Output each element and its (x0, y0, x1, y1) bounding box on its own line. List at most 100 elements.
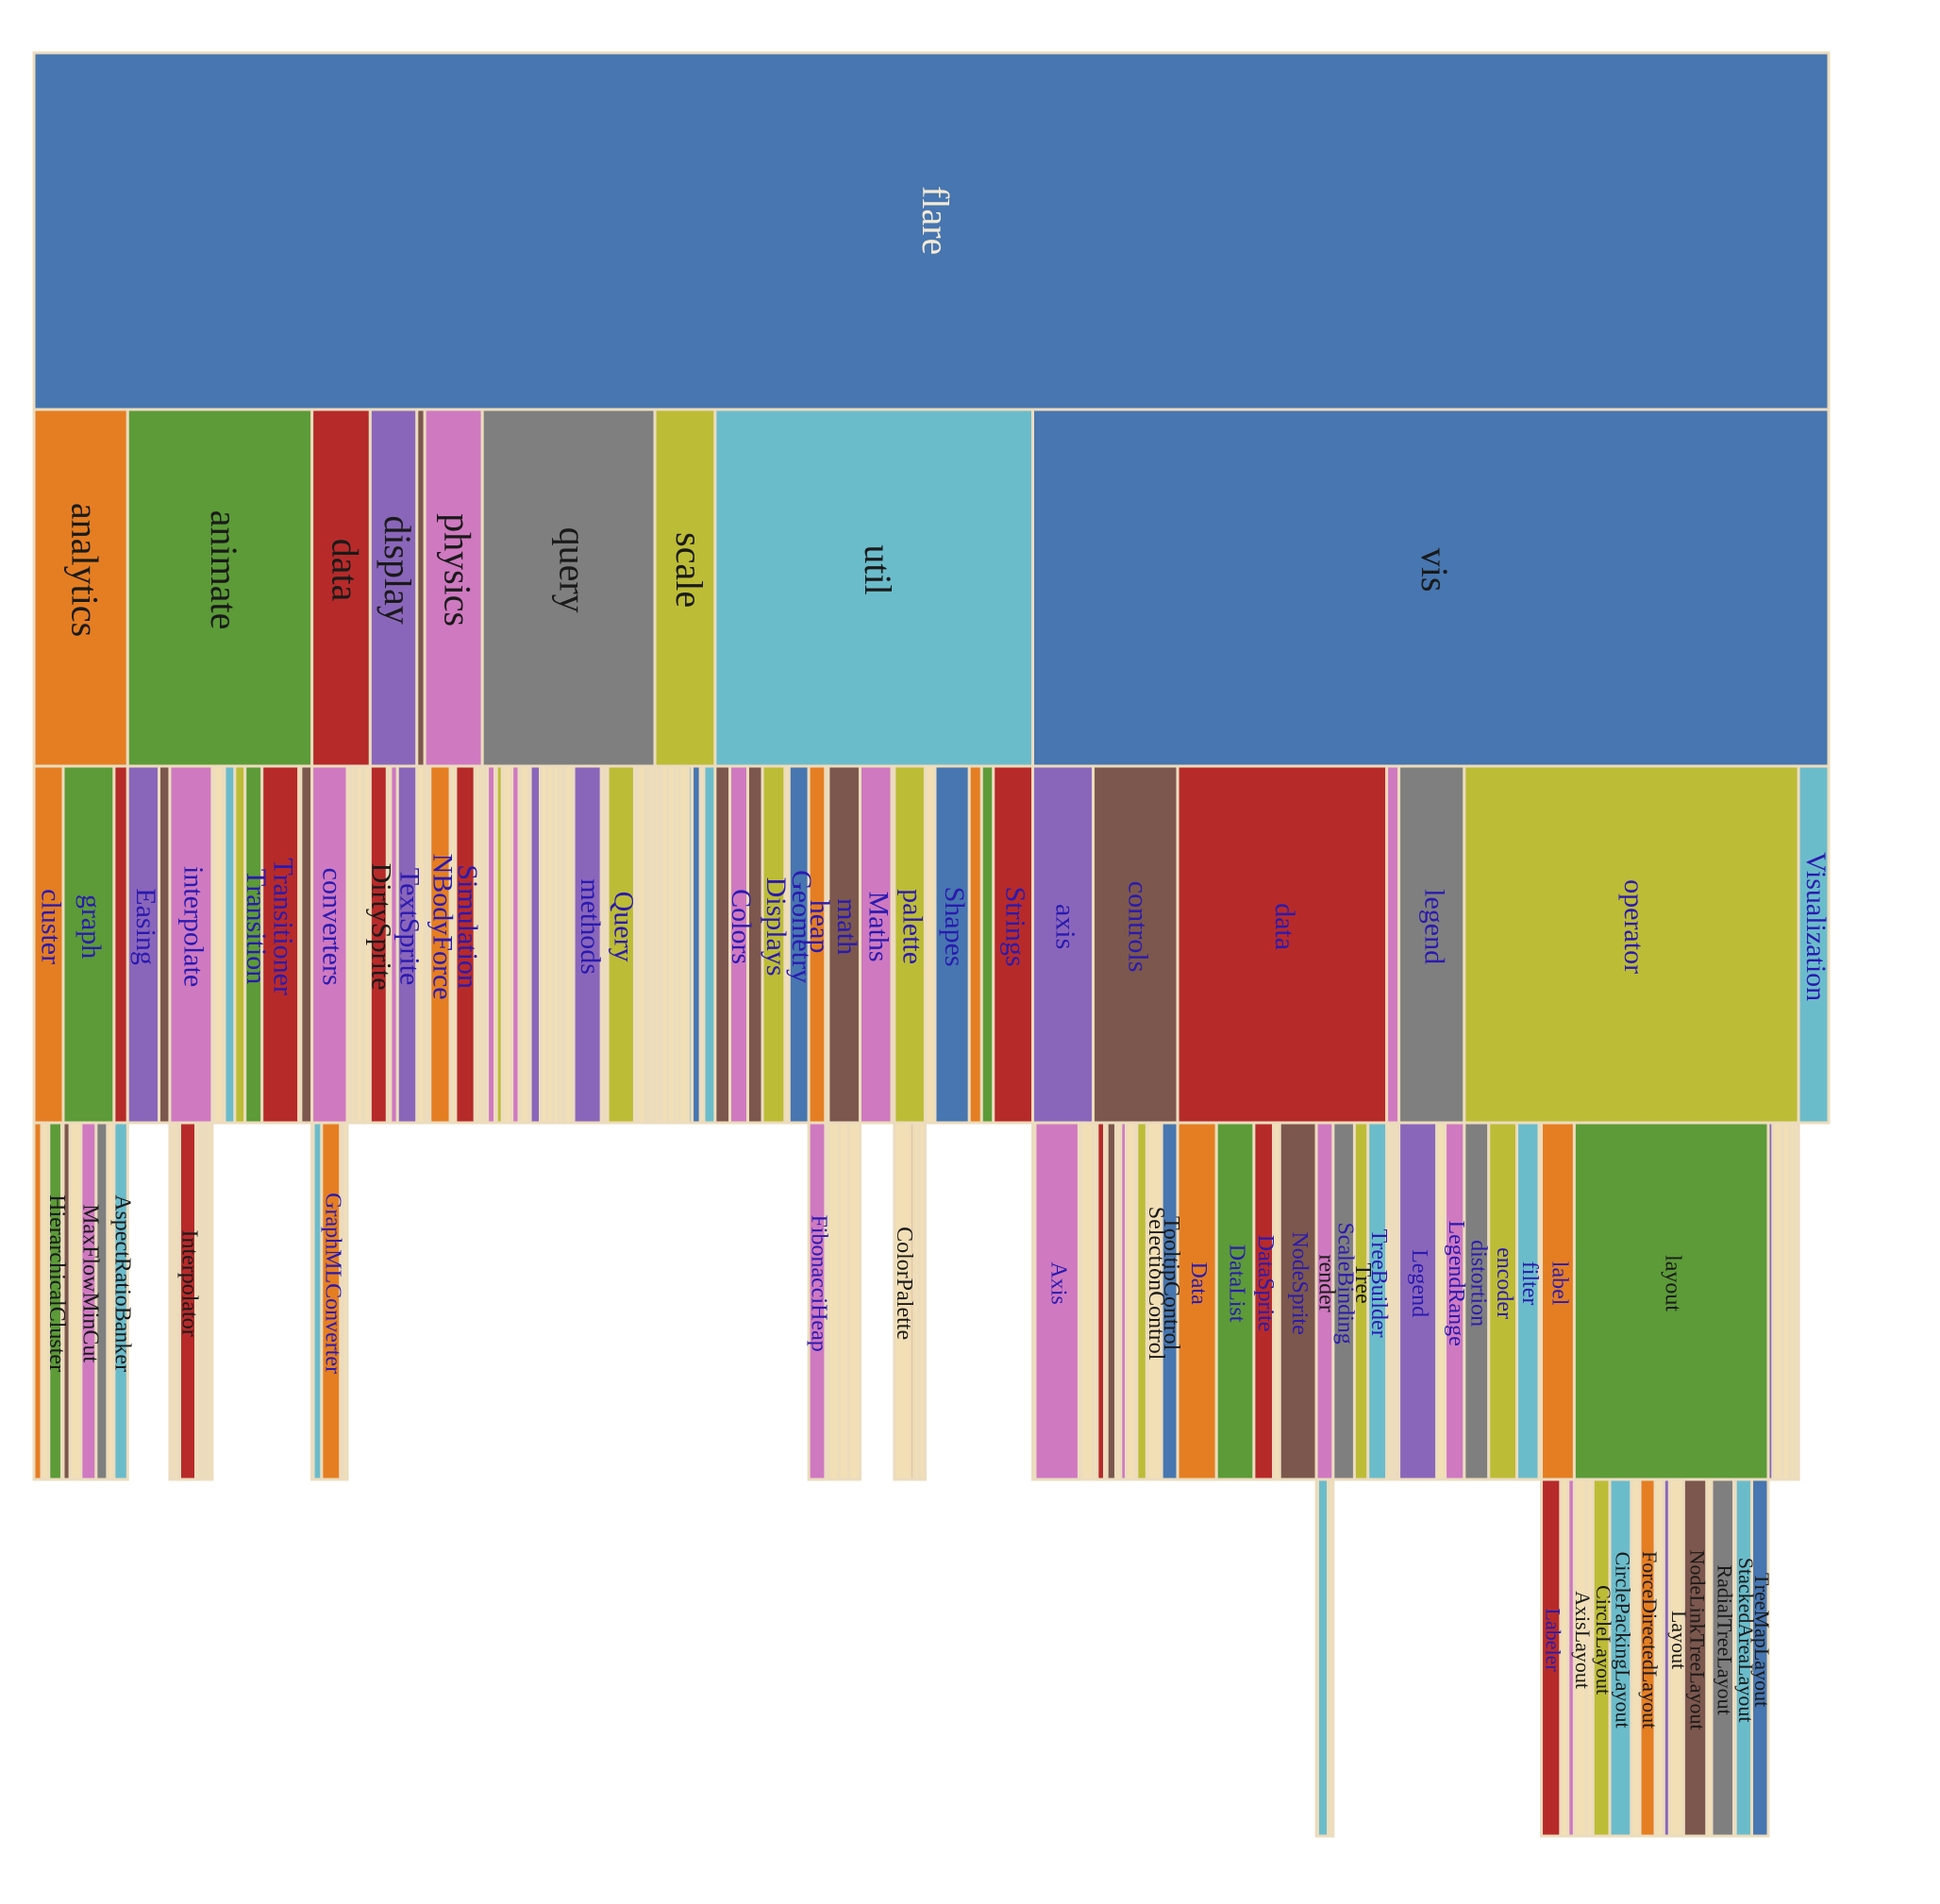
cell-flare-util-math-imatrix[interactable] (837, 1121, 850, 1481)
cell-flare-data[interactable] (310, 408, 372, 768)
label-flare-vis-operator-layout-treemaplayout: TreeMapLayout (1750, 1573, 1774, 1707)
cell-flare-vis-operator-layout-nodelinktreelayout[interactable] (1681, 1478, 1709, 1838)
label-flare-vis-operator-layout-nodelinktreelayout: NodeLinkTreeLayout (1686, 1550, 1710, 1730)
cell-flare-vis-events[interactable] (1385, 764, 1401, 1125)
label-flare-vis-operator-layout-circlepackinglayout: CirclePackingLayout (1611, 1552, 1634, 1729)
cell-flare-vis[interactable] (1031, 408, 1831, 768)
cell-flare-vis-data-render-shaperenderer[interactable] (1327, 1478, 1335, 1838)
label-flare-util-displays: Displays (761, 877, 792, 977)
cell-flare-vis-operator-layout-treemaplayout[interactable] (1750, 1478, 1770, 1838)
label-flare-util-strings: Strings (1000, 887, 1031, 967)
cell-flare-animate-easing[interactable] (125, 764, 161, 1125)
cell-flare-animate-transitioner[interactable] (260, 764, 301, 1125)
cell-flare-analytics-optimization[interactable] (112, 764, 129, 1125)
label-flare-vis-operator-layout-circlelayout: CircleLayout (1592, 1585, 1615, 1695)
cell-flare-vis-data-data[interactable] (1176, 1121, 1218, 1481)
label-flare-data-converters-graphmlconverter: GraphMLConverter (320, 1193, 344, 1374)
cell-flare-animate-parallel[interactable] (212, 764, 226, 1125)
label-flare-animate: animate (203, 510, 245, 630)
label-flare-util-math: math (831, 898, 862, 955)
label-flare-analytics: analytics (63, 503, 106, 637)
cell-flare-vis-legend-legend[interactable] (1397, 1121, 1439, 1481)
label-flare-util-maths: Maths (862, 892, 894, 962)
cell-flare-util-stats[interactable] (979, 764, 995, 1125)
cell-flare-analytics-optimization-aspectratiobanker[interactable] (112, 1121, 129, 1481)
label-flare-vis-operator-label: label (1547, 1261, 1571, 1306)
cell-flare-util-palette-sizepalette[interactable] (917, 1121, 927, 1481)
label-flare-vis-data-datalist: DataList (1225, 1244, 1249, 1323)
label-flare-util-geometry: Geometry (786, 870, 817, 983)
label-flare-vis-data-datasprite: DataSprite (1253, 1235, 1278, 1332)
label-flare-query-query: Query (608, 892, 639, 962)
cell-flare-query-query[interactable] (606, 764, 636, 1125)
label-flare-data-converters: converters (316, 868, 347, 986)
label-flare-util-palette: palette (896, 889, 928, 964)
cell-flare-util-math-sparsematrix[interactable] (846, 1121, 861, 1481)
label-flare-util-heap: heap (804, 900, 835, 954)
cell-flare-util-heap-fibonacciheap[interactable] (807, 1121, 828, 1481)
cell-flare-animate-tween[interactable] (299, 764, 314, 1125)
label-flare-vis-operator-distortion: distortion (1465, 1240, 1490, 1327)
label-flare-vis-legend-legendrange: LegendRange (1444, 1220, 1468, 1345)
label-flare-vis-operator-encoder: encoder (1492, 1247, 1516, 1319)
cell-flare-analytics[interactable] (32, 408, 129, 768)
label-flare-vis: vis (1413, 548, 1456, 593)
label-flare-vis-data-render: render (1313, 1254, 1338, 1311)
cell-flare-util-maths[interactable] (858, 764, 894, 1125)
cell-flare-query-comparison[interactable] (500, 764, 514, 1125)
label-flare-query-methods: methods (575, 878, 606, 975)
cell-flare[interactable] (32, 51, 1831, 411)
cell-flare-vis-operator-encoder[interactable] (1487, 1121, 1519, 1481)
label-flare: flare (914, 186, 957, 255)
cell-flare-vis-data-render-edgerenderer[interactable] (1315, 1478, 1330, 1838)
cell-flare-vis-operator-layout[interactable] (1572, 1121, 1770, 1481)
cell-flare-vis-data[interactable] (1176, 764, 1389, 1125)
label-flare-vis-controls-tooltipcontrol: TooltipControl (1159, 1216, 1183, 1351)
icicle-cells (32, 51, 1831, 1838)
cell-flare-animate[interactable] (125, 408, 314, 768)
cell-flare-util-shapes[interactable] (933, 764, 971, 1125)
label-flare-analytics-cluster-hierarchicalcluster: HierarchicalCluster (44, 1194, 69, 1372)
label-flare-util: util (857, 544, 899, 594)
cell-flare-animate-interpolate-rectangleinterpolator[interactable] (207, 1121, 214, 1481)
label-flare-vis-data: data (1269, 903, 1300, 950)
label-flare-analytics-graph: graph (75, 894, 107, 959)
label-flare-vis-data-data: Data (1186, 1261, 1211, 1305)
label-flare-animate-interpolate: interpolate (178, 866, 209, 987)
label-flare-vis-operator-layout-radialtreelayout: RadialTreeLayout (1714, 1564, 1737, 1714)
cell-flare-vis-operator-sortoperator[interactable] (1793, 1121, 1800, 1481)
label-flare-data: data (324, 539, 366, 602)
cell-flare-vis-controls[interactable] (1092, 764, 1179, 1125)
cell-flare-query[interactable] (480, 408, 657, 768)
cell-flare-query-methods[interactable] (572, 764, 603, 1125)
cell-flare-animate-scheduler[interactable] (223, 764, 237, 1125)
cell-flare-vis-visualization[interactable] (1797, 764, 1831, 1125)
cell-flare-scale[interactable] (653, 408, 717, 768)
label-flare-display-textsprite: TextSprite (394, 868, 426, 986)
label-flare-animate-transition: Transition (241, 869, 272, 984)
label-flare-scale: scale (668, 532, 711, 608)
cell-flare-util-strings[interactable] (992, 764, 1035, 1125)
label-flare-animate-transitioner: Transitioner (267, 858, 298, 995)
label-flare-vis-operator-layout-forcedirectedlayout: ForceDirectedLayout (1638, 1551, 1662, 1729)
label-flare-physics: physics (437, 513, 479, 626)
cell-flare-data-converters-jsonconverter[interactable] (342, 1121, 349, 1481)
cell-flare-vis-axis[interactable] (1031, 764, 1095, 1125)
label-flare-util-palette-colorpalette: ColorPalette (892, 1227, 916, 1340)
label-flare-vis-operator-layout-layout: Layout (1667, 1611, 1691, 1669)
label-flare-physics-simulation: Simulation (452, 864, 483, 989)
cell-flare-scale-timescale[interactable] (702, 764, 717, 1125)
label-flare-vis-legend: legend (1418, 889, 1449, 964)
cell-flare-vis-axis-cartesianaxes[interactable] (1079, 1121, 1095, 1481)
cell-flare-util-math[interactable] (827, 764, 861, 1125)
label-flare-animate-easing: Easing (130, 888, 161, 965)
label-flare-vis-axis-axis: Axis (1046, 1261, 1071, 1304)
label-flare-util-shapes: Shapes (939, 887, 970, 967)
icicle-labels: flare analytics cluster HierarchicalCluster… (36, 186, 1832, 1730)
cell-flare-vis-operator-operatorlist[interactable] (1771, 1121, 1784, 1481)
label-flare-vis-operator-layout-stackedarealayout: StackedAreaLayout (1734, 1558, 1758, 1723)
label-flare-query: query (551, 527, 594, 613)
cell-flare-query-expression[interactable] (528, 764, 543, 1125)
label-flare-vis-operator-label-labeler: Labeler (1542, 1609, 1565, 1673)
